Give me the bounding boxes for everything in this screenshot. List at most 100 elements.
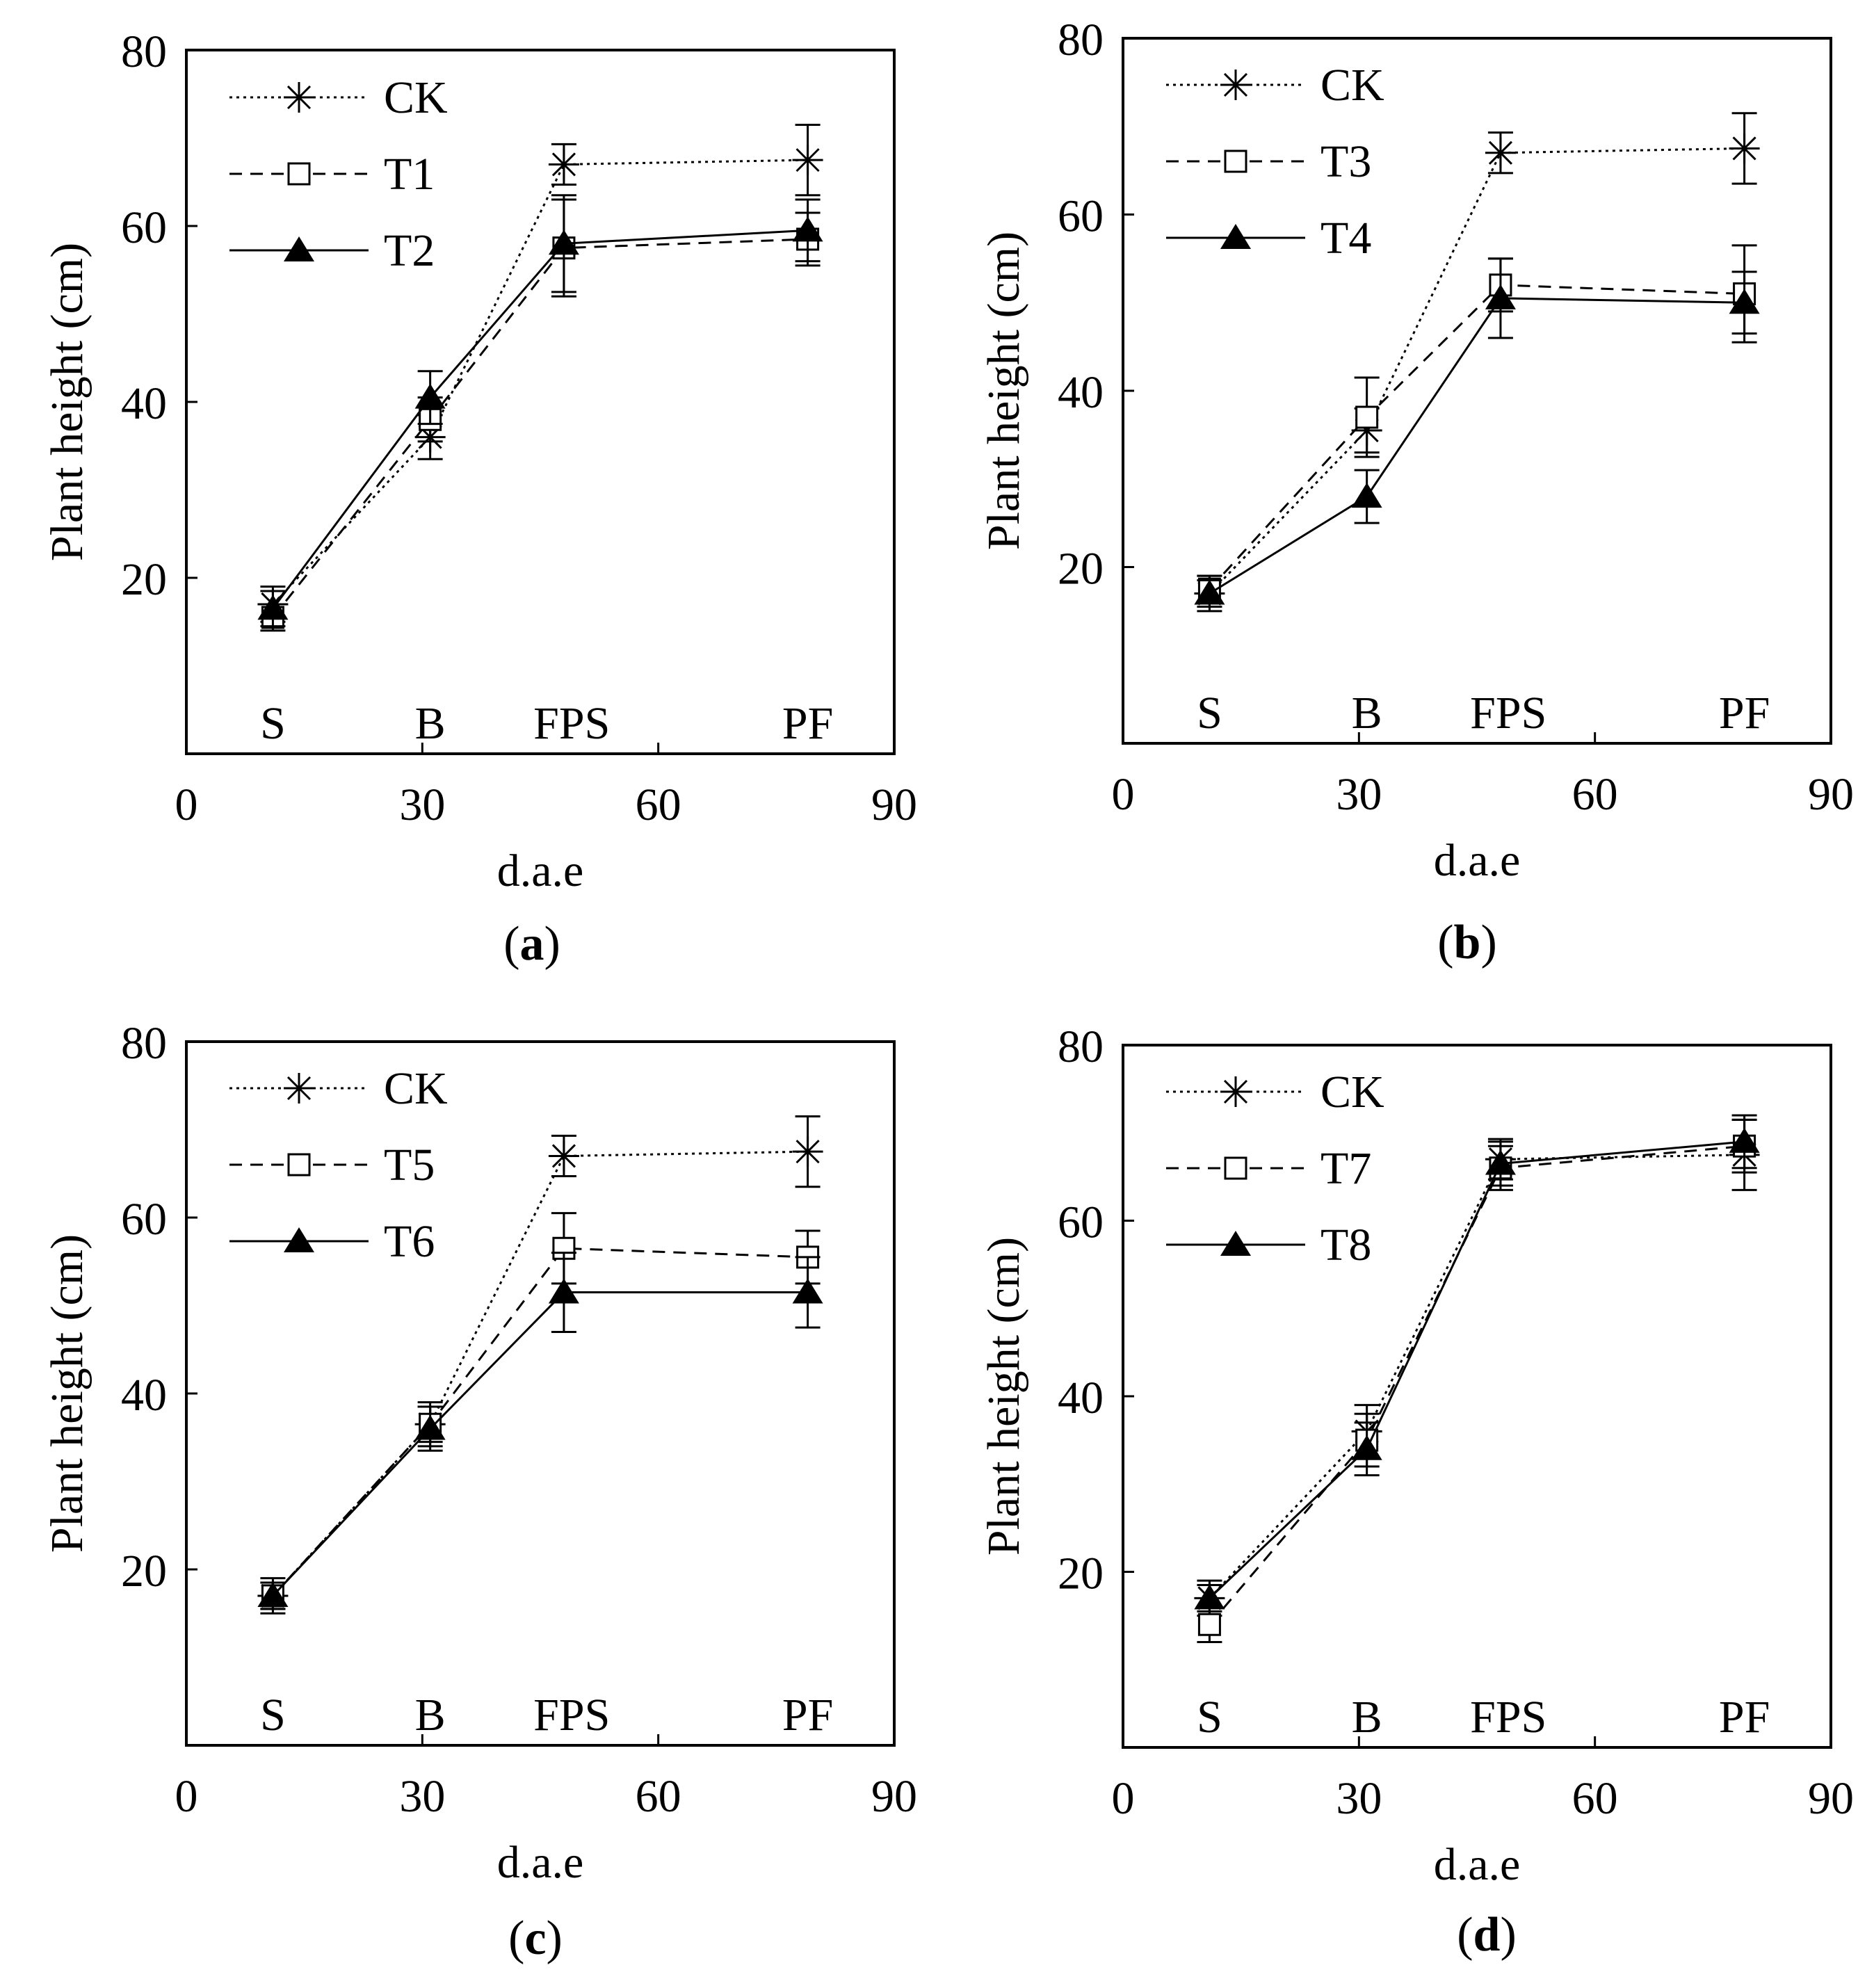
x-tick-label: 30 xyxy=(399,779,445,830)
data-point-ck-3 xyxy=(548,149,579,180)
data-point-t4-1 xyxy=(1194,579,1225,605)
legend-label-series-1: CK xyxy=(1320,1067,1384,1117)
y-tick-label: 20 xyxy=(1058,544,1104,595)
x-tick-label: 90 xyxy=(871,1771,917,1822)
y-tick-label: 40 xyxy=(121,378,167,429)
series-line-t4 xyxy=(1209,297,1745,595)
x-tick-label: 0 xyxy=(1112,1773,1135,1824)
y-tick-label: 80 xyxy=(1058,1021,1104,1072)
legend-marker-triangle xyxy=(1220,1231,1251,1256)
series-line-t5 xyxy=(272,1247,808,1597)
legend-marker-asterisk xyxy=(1220,1076,1251,1107)
series-line-t8 xyxy=(1209,1140,1745,1599)
data-point-t4-4 xyxy=(1729,289,1760,314)
data-point-t8-3 xyxy=(1485,1149,1516,1175)
legend-a: CK T1 T2 xyxy=(229,72,448,276)
stage-label: FPS xyxy=(1470,688,1546,738)
panel-label-d: (d) xyxy=(1457,1908,1517,1962)
series-line-t3 xyxy=(1209,284,1745,590)
data-point-ck-4 xyxy=(792,1136,823,1167)
legend-label-series-2: T5 xyxy=(384,1140,435,1190)
asterisk-stroke xyxy=(551,152,576,177)
legend-label-series-1: CK xyxy=(1320,60,1384,111)
data-point-t8-4 xyxy=(1729,1127,1760,1153)
asterisk-stroke xyxy=(795,1140,820,1164)
x-tick-label: 30 xyxy=(1336,1773,1382,1824)
y-axis-title: Plant height (cm) xyxy=(978,232,1029,550)
legend-marker-square xyxy=(287,1153,311,1177)
legend-label-series-1: CK xyxy=(384,72,448,123)
data-point-t6-2 xyxy=(414,1414,446,1440)
data-point-t4-3 xyxy=(1485,284,1516,309)
x-tick-label: 90 xyxy=(871,779,917,830)
data-point-t6-1 xyxy=(257,1581,289,1607)
data-point-t2-4 xyxy=(792,216,823,242)
legend-label-series-2: T7 xyxy=(1320,1143,1371,1194)
x-tick-label: 30 xyxy=(1336,769,1382,820)
panel-c: 20 40 60 80 0 30 60 90 d.a.e Plant height (cm) S B F… xyxy=(42,1018,917,1965)
panel-label-b: (b) xyxy=(1437,916,1497,969)
x-tick-label: 30 xyxy=(399,1771,445,1822)
asterisk-stroke xyxy=(1488,140,1512,165)
legend-marker-triangle xyxy=(1220,224,1251,249)
data-point-t4-2 xyxy=(1351,483,1382,508)
x-tick-label: 90 xyxy=(1808,769,1854,820)
plot-area-a xyxy=(185,49,896,755)
x-tick-label: 0 xyxy=(1112,769,1135,820)
legend-marker-asterisk xyxy=(284,82,314,113)
data-point-t8-2 xyxy=(1351,1435,1382,1460)
x-tick-label: 60 xyxy=(636,1771,681,1822)
legend-marker-asterisk xyxy=(284,1073,314,1104)
x-axis-title: d.a.e xyxy=(497,846,584,896)
stage-label: FPS xyxy=(533,698,610,749)
marks-c: 20 40 60 80 0 30 60 90 d.a.e Plant height (cm) S B F… xyxy=(42,1018,917,1888)
data-point-t6-4 xyxy=(792,1278,823,1304)
stage-label: FPS xyxy=(1470,1692,1546,1743)
legend-c: CK T5 T6 xyxy=(229,1063,448,1267)
y-tick-label: 40 xyxy=(121,1370,167,1421)
y-tick-label: 60 xyxy=(1058,1197,1104,1248)
x-tick-label: 60 xyxy=(1572,1773,1618,1824)
marks-a: 20 40 60 80 0 30 60 90 d.a.e Plant height (cm) S B F… xyxy=(42,26,917,896)
legend-marker-square xyxy=(287,162,311,186)
legend-label-series-3: T2 xyxy=(384,225,435,276)
x-tick-label: 0 xyxy=(175,1771,198,1822)
panel-a: 20 40 60 80 0 30 60 90 d.a.e Plant height (cm) S B F… xyxy=(42,26,917,971)
series-line-t2 xyxy=(272,229,808,610)
panel-d: 20 40 60 80 0 30 60 90 d.a.e Plant height (cm) S B F… xyxy=(978,1021,1854,1962)
stage-label: S xyxy=(260,698,286,749)
y-tick-label: 60 xyxy=(121,202,167,253)
legend-label-series-3: T6 xyxy=(384,1216,435,1267)
stage-label: S xyxy=(1197,688,1222,738)
legend-b: CK T3 T4 xyxy=(1166,60,1384,264)
legend-label-series-2: T1 xyxy=(384,149,435,200)
legend-d: CK T7 T8 xyxy=(1166,1067,1384,1270)
y-tick-label: 40 xyxy=(1058,1373,1104,1423)
marks-b: 20 40 60 80 0 30 60 90 d.a.e Plant height (cm) S B F… xyxy=(978,15,1854,886)
legend-label-series-2: T3 xyxy=(1320,136,1371,187)
data-point-ck-4 xyxy=(1729,133,1760,164)
data-point-ck-3 xyxy=(548,1140,579,1172)
data-point-t2-3 xyxy=(548,229,579,255)
stage-label: FPS xyxy=(533,1690,610,1740)
data-point-t2-2 xyxy=(414,383,446,409)
y-tick-label: 20 xyxy=(1058,1549,1104,1599)
y-tick-label: 80 xyxy=(121,26,167,77)
data-point-t8-1 xyxy=(1194,1584,1225,1610)
x-tick-label: 90 xyxy=(1808,1773,1854,1824)
data-point-t2-1 xyxy=(257,595,289,620)
x-axis-title: d.a.e xyxy=(497,1837,584,1888)
data-point-t6-3 xyxy=(548,1278,579,1304)
stage-label: PF xyxy=(782,1690,833,1740)
y-tick-label: 60 xyxy=(121,1194,167,1245)
y-tick-label: 20 xyxy=(121,554,167,605)
stage-label: B xyxy=(415,1690,446,1740)
legend-label-series-3: T4 xyxy=(1320,213,1371,264)
legend-label-series-1: CK xyxy=(384,1063,448,1114)
x-axis-title: d.a.e xyxy=(1434,1839,1521,1890)
stage-label: B xyxy=(415,698,446,749)
y-axis-title: Plant height (cm) xyxy=(42,243,92,561)
panel-label-c: (c) xyxy=(508,1912,563,1965)
legend-marker-square xyxy=(1224,149,1247,173)
